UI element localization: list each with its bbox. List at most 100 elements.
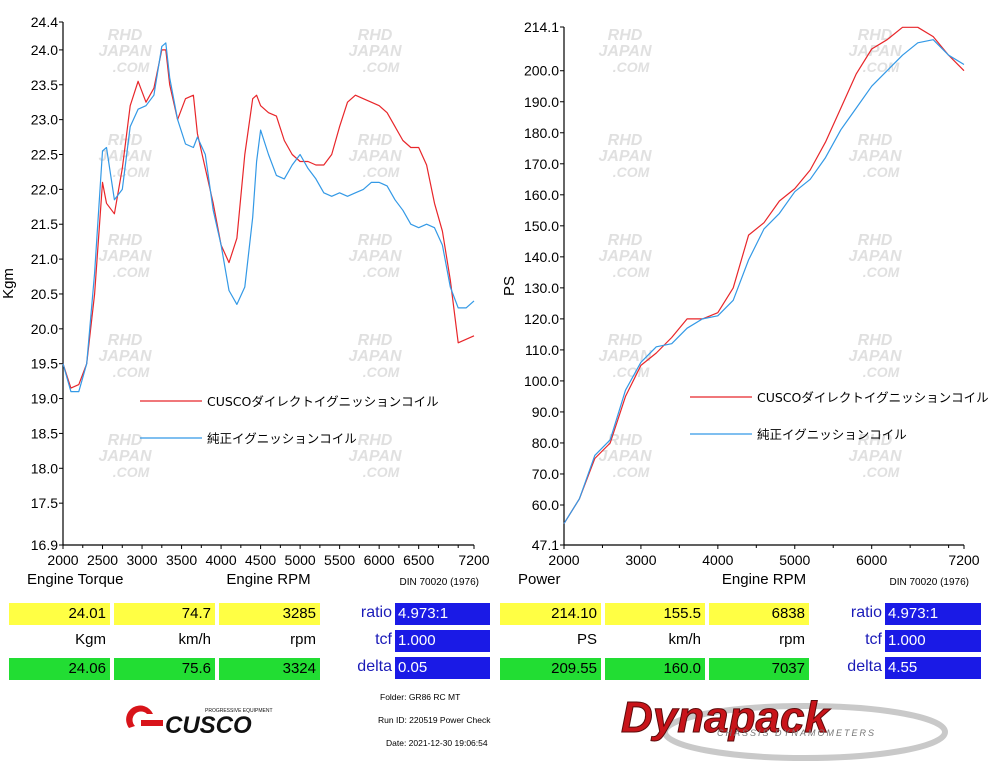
- watermark-text: RHD: [858, 232, 893, 249]
- watermark-text: .COM: [613, 164, 650, 180]
- y-axis-label: Kgm: [0, 268, 17, 299]
- right-power-stock: 209.55: [500, 658, 601, 680]
- y-tick-label: 18.0: [31, 460, 58, 476]
- watermark-text: RHD: [858, 27, 893, 44]
- x-tick-label: 5000: [285, 552, 316, 568]
- x-tick-label: 4000: [702, 552, 733, 568]
- y-tick-label: 17.5: [31, 495, 58, 511]
- y-axis-label: PS: [501, 276, 518, 296]
- watermark-text: RHD: [608, 432, 643, 449]
- y-tick-label: 20.5: [31, 286, 58, 302]
- y-tick-label: 21.0: [31, 251, 58, 267]
- chart-title: Engine Torque: [27, 571, 123, 588]
- watermark-text: .COM: [613, 464, 650, 480]
- right-unit-rpm: rpm: [779, 631, 805, 648]
- x-tick-label: 2000: [47, 552, 78, 568]
- left-tcf-value: 1.000: [395, 630, 490, 652]
- left-delta-value: 0.05: [395, 657, 490, 679]
- info-run-id: Run ID: 220519 Power Check: [378, 715, 491, 725]
- watermark-text: RHD: [108, 332, 143, 349]
- x-tick-label: 5500: [324, 552, 355, 568]
- left-rpm-cusco: 3285: [219, 603, 320, 625]
- x-tick-label: 5000: [779, 552, 810, 568]
- x-tick-label: 7200: [948, 552, 979, 568]
- watermark-text: RHD: [858, 132, 893, 149]
- left-tcf-label: tcf: [375, 631, 392, 648]
- watermark-text: JAPAN: [598, 148, 651, 165]
- din-standard-label: DIN 70020 (1976): [400, 577, 480, 588]
- right-delta-label: delta: [847, 658, 882, 675]
- right-delta-value: 4.55: [885, 657, 981, 679]
- watermark-text: RHD: [608, 132, 643, 149]
- cusco-logo-text: CUSCO: [165, 712, 252, 739]
- dynapack-logo-tagline: CHASSIS DYNAMOMETERS: [717, 728, 876, 738]
- legend-label: CUSCOダイレクトイグニッションコイル: [757, 390, 988, 405]
- y-tick-label: 170.0: [524, 156, 559, 172]
- watermark-text: RHD: [358, 232, 393, 249]
- watermark-text: JAPAN: [348, 148, 401, 165]
- dynapack-logo: Dynapack CHASSIS DYNAMOMETERS: [621, 693, 948, 761]
- left-rpm-stock: 3324: [219, 658, 320, 680]
- watermark-text: RHD: [358, 132, 393, 149]
- chart-title: Power: [518, 571, 561, 588]
- watermark-text: .COM: [613, 59, 650, 75]
- watermark-text: RHD: [608, 232, 643, 249]
- y-tick-label: 200.0: [524, 63, 559, 79]
- left-delta-label: delta: [357, 658, 392, 675]
- legend-label: CUSCOダイレクトイグニッションコイル: [207, 394, 439, 409]
- x-tick-label: 3500: [166, 552, 197, 568]
- watermark-text: RHD: [858, 332, 893, 349]
- right-power-cusco: 214.10: [500, 603, 601, 625]
- watermark-text: JAPAN: [848, 448, 901, 465]
- watermark-text: .COM: [363, 364, 400, 380]
- x-tick-label: 3000: [126, 552, 157, 568]
- y-tick-label: 23.5: [31, 77, 58, 93]
- right-speed-cusco: 155.5: [605, 603, 705, 625]
- left-unit-kmh: km/h: [178, 631, 211, 648]
- watermark-text: JAPAN: [598, 448, 651, 465]
- watermark-text: RHD: [858, 432, 893, 449]
- y-tick-label: 80.0: [532, 435, 559, 451]
- y-tick-label: 70.0: [532, 466, 559, 482]
- watermark-text: JAPAN: [848, 348, 901, 365]
- watermark-text: RHD: [108, 232, 143, 249]
- right-unit-kmh: km/h: [668, 631, 701, 648]
- watermark-text: RHD: [108, 27, 143, 44]
- x-tick-label: 4000: [205, 552, 236, 568]
- y-tick-label: 19.5: [31, 356, 58, 372]
- watermark-text: JAPAN: [848, 148, 901, 165]
- din-standard-label: DIN 70020 (1976): [890, 577, 970, 588]
- y-tick-label: 21.5: [31, 216, 58, 232]
- left-unit-kgm: Kgm: [75, 631, 106, 648]
- watermark-text: JAPAN: [348, 448, 401, 465]
- watermark-text: JAPAN: [98, 148, 151, 165]
- left-torque-stock: 24.06: [9, 658, 110, 680]
- info-date: Date: 2021-12-30 19:06:54: [386, 738, 488, 748]
- x-tick-label: 6000: [856, 552, 887, 568]
- left-speed-stock: 75.6: [114, 658, 215, 680]
- watermark-text: .COM: [863, 59, 900, 75]
- y-tick-label: 16.9: [31, 537, 58, 553]
- series-stock-line: [62, 42, 475, 393]
- left-ratio-value: 4.973:1: [395, 603, 490, 625]
- watermark-text: JAPAN: [598, 43, 651, 60]
- y-tick-label: 130.0: [524, 280, 559, 296]
- right-tcf-label: tcf: [865, 631, 882, 648]
- x-tick-label: 7200: [458, 552, 489, 568]
- watermark-text: JAPAN: [598, 348, 651, 365]
- watermark-text: RHD: [108, 432, 143, 449]
- series-cusco-line: [62, 49, 475, 389]
- right-ratio-value: 4.973:1: [885, 603, 981, 625]
- y-tick-label: 160.0: [524, 187, 559, 203]
- watermark-text: JAPAN: [98, 448, 151, 465]
- right-rpm-stock: 7037: [709, 658, 809, 680]
- right-ratio-label: ratio: [850, 604, 882, 621]
- watermark-text: JAPAN: [98, 248, 151, 265]
- watermark-text: .COM: [113, 364, 150, 380]
- y-tick-label: 90.0: [532, 404, 559, 420]
- right-tcf-value: 1.000: [885, 630, 981, 652]
- watermark-text: JAPAN: [348, 43, 401, 60]
- info-folder: Folder: GR86 RC MT: [380, 692, 461, 702]
- left-speed-cusco: 74.7: [114, 603, 215, 625]
- y-tick-label: 214.1: [524, 19, 559, 35]
